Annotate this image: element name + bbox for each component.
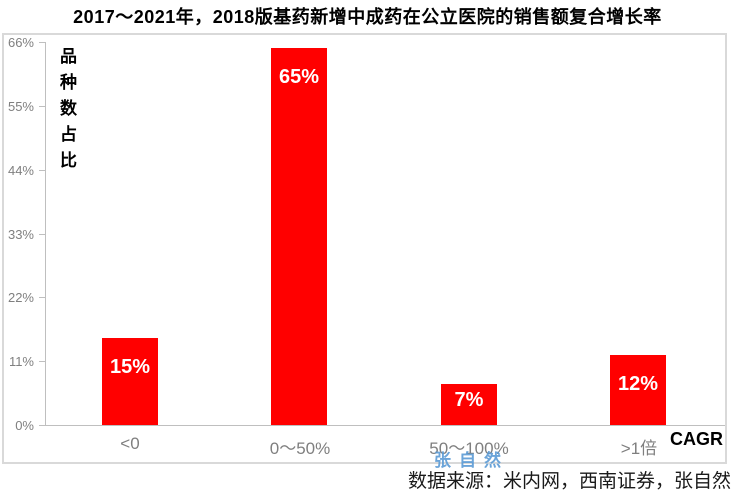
x-axis-line	[45, 425, 725, 426]
y-tick-label: 11%	[8, 354, 34, 370]
x-tick-label: <0	[120, 434, 140, 453]
bar-<0: 15%	[102, 338, 158, 425]
y-tick-mark	[39, 425, 45, 426]
chart-title: 2017～2021年，2018版基药新增中成药在公立医院的销售额复合增长率	[73, 7, 662, 27]
bar-value-label: 65%	[278, 66, 320, 88]
bar-value-label: 15%	[109, 356, 151, 378]
bar-value-label: 7%	[454, 389, 484, 411]
y-tick-mark	[39, 361, 45, 363]
y-tick-mark	[39, 169, 45, 171]
y-tick-mark	[39, 233, 45, 235]
y-tick-label: 66%	[7, 35, 34, 50]
bar-0～50%: 65%	[271, 48, 327, 425]
y-tick-label: 0%	[15, 418, 34, 433]
y-tick-label: 33%	[7, 226, 34, 242]
y-tick-label: 55%	[7, 98, 34, 114]
watermark: 张自然	[434, 451, 509, 470]
x-axis-title: CAGR	[670, 429, 723, 449]
y-tick-label: 22%	[7, 290, 34, 306]
x-tick-label: 0～50%	[269, 439, 331, 458]
y-axis-title: 品种数占比	[57, 47, 76, 177]
y-tick-mark	[39, 297, 45, 299]
source-note: 数据来源：米内网，西南证券，张自然	[407, 471, 731, 492]
y-tick-label: 44%	[7, 162, 34, 178]
x-tick-label: 50～100%	[429, 439, 509, 458]
x-tick-label: >1倍	[620, 439, 658, 458]
plot-frame: 品种数占比 66% 55% 44% 33% 22% 11% 0% 15% 65% 7% 12% <…	[2, 33, 727, 470]
bar->1倍: 12%	[610, 355, 666, 425]
y-axis-line	[45, 42, 46, 425]
y-tick-mark	[39, 105, 45, 107]
bar-value-label: 12%	[617, 373, 659, 395]
y-tick-mark	[39, 42, 45, 43]
bar-50～100%: 7%	[441, 384, 497, 425]
